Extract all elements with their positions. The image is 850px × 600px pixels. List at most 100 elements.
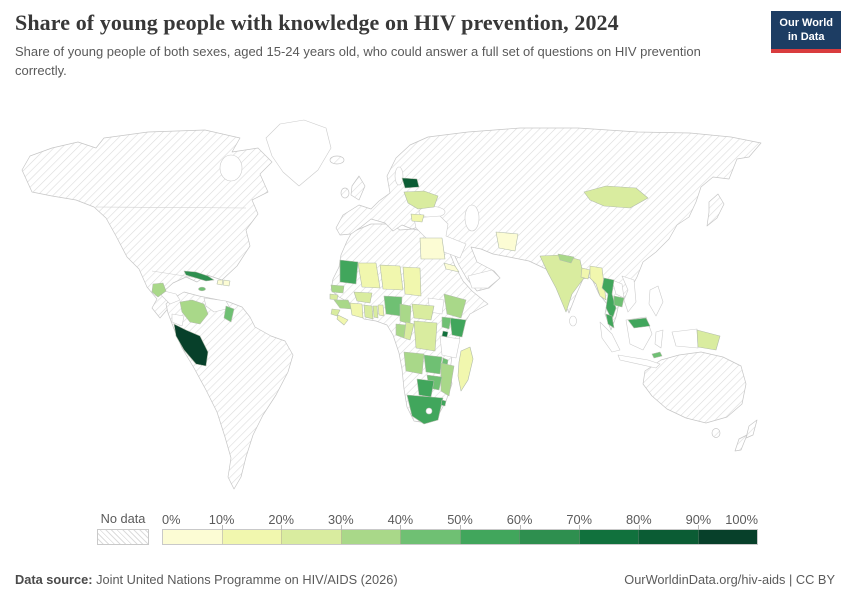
data-source-label: Data source: [15,572,93,587]
country-south-africa[interactable] [406,394,444,425]
country-mauritania[interactable] [339,259,359,285]
region-greenland [265,119,332,187]
country-kenya[interactable] [449,317,467,338]
world-map[interactable] [0,108,850,508]
country-papua-new-guinea[interactable] [696,329,721,351]
legend-band-30%-40%[interactable] [341,530,401,544]
country-drc[interactable] [413,320,438,352]
legend-band-40%-50%[interactable] [401,530,461,544]
region-java [617,354,661,369]
country-jamaica[interactable] [198,286,206,292]
country-india[interactable] [539,254,585,313]
page-title: Share of young people with knowledge on … [15,10,619,35]
country-egypt[interactable] [419,237,446,260]
country-ghana[interactable] [363,304,374,320]
country-ukraine[interactable] [403,190,439,210]
region-vietnam [621,275,637,313]
country-mongolia[interactable] [583,185,649,209]
landmass-new-zealand-north [745,419,758,439]
legend-tick-label-20%: 20% [268,512,294,527]
legend-band-50%-60%[interactable] [460,530,520,544]
legend-tick-label-10%: 10% [208,512,235,527]
country-peru[interactable] [173,323,209,367]
chart-subtitle: Share of young people of both sexes, age… [15,44,701,78]
legend-band-80%-90%[interactable] [639,530,699,544]
country-senegal[interactable] [330,284,345,294]
landmass-japan [706,193,725,227]
region-west-new-guinea [671,328,699,349]
country-sierra-leone[interactable] [330,308,341,317]
country-cameroon[interactable] [399,303,412,325]
landmass-south-america [165,291,294,490]
country-cote-divoire[interactable] [349,302,364,319]
legend-tick-mark [281,525,283,530]
country-malaysia-peninsula[interactable] [605,313,615,329]
chart-footer: Data source: Joint United Nations Progra… [15,572,835,587]
country-chad[interactable] [402,266,422,297]
country-eritrea[interactable] [443,262,460,273]
country-niger[interactable] [379,264,404,291]
legend-tick-mark [638,525,640,530]
country-madagascar[interactable] [457,346,474,392]
no-data-label: No data [100,511,146,526]
country-belarus[interactable] [401,177,420,189]
country-guyana[interactable] [223,305,235,323]
country-nepal[interactable] [557,253,575,264]
country-mozambique[interactable] [440,362,455,397]
country-guatemala[interactable] [151,282,167,298]
country-congo[interactable] [403,321,415,341]
legend-tick-mark [579,525,581,530]
country-mali[interactable] [357,262,381,289]
country-ethiopia[interactable] [443,293,467,319]
country-malaysia-borneo[interactable] [627,317,651,329]
country-myanmar[interactable] [589,265,607,301]
map-canvas[interactable] [0,108,850,508]
region-turkey-iraq [413,215,467,259]
country-afghanistan[interactable] [495,231,519,252]
country-timor-leste[interactable] [651,351,663,359]
country-rwanda[interactable] [441,330,449,338]
country-angola[interactable] [403,351,425,375]
region-sulawesi [654,329,664,349]
legend-band-90%-100%[interactable] [698,530,757,544]
country-zambia[interactable] [423,354,443,375]
country-dominican-republic[interactable] [222,279,231,287]
country-cambodia[interactable] [613,295,625,308]
legend-tick-label-30%: 30% [327,512,354,527]
country-bangladesh[interactable] [580,267,591,280]
data-source: Data source: Joint United Nations Progra… [15,572,398,587]
country-uganda[interactable] [441,316,452,330]
legend-band-20%-30%[interactable] [282,530,342,544]
country-haiti[interactable] [216,279,224,286]
border-us-canada [95,206,247,209]
country-eswatini[interactable] [440,399,447,407]
country-liberia[interactable] [336,314,349,326]
country-botswana[interactable] [416,378,435,398]
country-bulgaria[interactable] [410,213,425,223]
legend-band-10%-20%[interactable] [222,530,282,544]
legend-band-0%-10%[interactable] [163,530,223,544]
owid-logo[interactable]: Our World in Data [771,11,841,53]
legend-tick-mark [698,525,700,530]
country-benin[interactable] [377,304,385,317]
landmass-tasmania [711,428,721,438]
country-central-african-republic[interactable] [411,303,435,321]
legend-tick-mark [400,525,402,530]
legend-colorbar [162,529,758,545]
owid-logo-line2: in Data [787,31,825,44]
country-nigeria[interactable] [383,295,403,317]
region-philippines [648,285,664,317]
legend-band-60%-70%[interactable] [520,530,580,544]
country-guinea-bissau[interactable] [329,293,339,301]
country-cuba[interactable] [183,270,215,282]
country-togo[interactable] [372,305,379,319]
legend-tick-mark [221,525,223,530]
region-lesotho [425,407,433,415]
country-burkina-faso[interactable] [353,291,373,304]
country-colombia[interactable] [179,299,209,325]
legend-band-70%-80%[interactable] [579,530,639,544]
legend-tick-label-60%: 60% [506,512,533,527]
owid-link[interactable]: OurWorldinData.org/hiv-aids | CC BY [624,572,835,587]
no-data-swatch[interactable] [97,529,149,545]
